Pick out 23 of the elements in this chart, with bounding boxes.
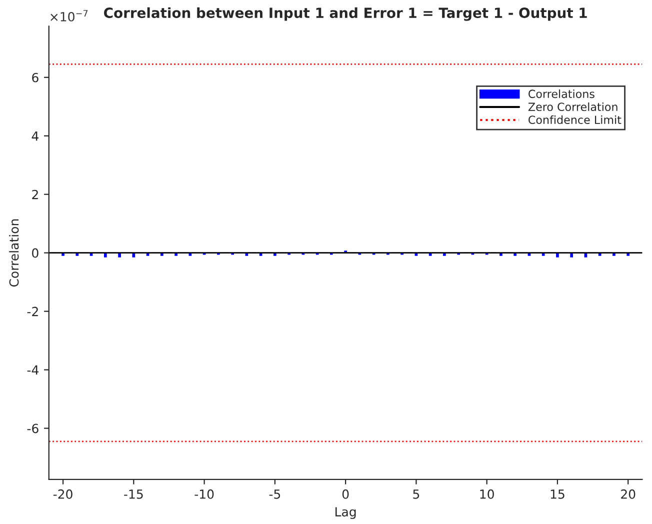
y-tick-label: -6 — [27, 424, 38, 434]
x-tick-label: 10 — [480, 489, 494, 499]
text: ×10$^{−7}$ — [50, 10, 88, 22]
chart-title: Correlation between Input 1 and Error 1 = Target 1 - Output 1 — [104, 7, 587, 21]
y-tick-label: -2 — [27, 306, 38, 316]
y-tick-label: -4 — [27, 365, 38, 375]
x-tick-label: -5 — [269, 490, 280, 499]
legend-label: Confidence Limit — [528, 115, 622, 124]
y-tick-label: 4 — [32, 131, 38, 141]
y-tick-label: 2 — [32, 190, 38, 200]
y-axis-title: Correlation — [9, 219, 19, 287]
x-tick-label: 0 — [342, 489, 349, 499]
x-tick-label: -15 — [124, 490, 143, 499]
x-tick-label: 5 — [413, 490, 420, 499]
legend-label: Correlations — [528, 89, 594, 98]
x-tick-label: -20 — [53, 489, 72, 499]
x-tick-label: 20 — [621, 489, 636, 499]
x-tick-label: 15 — [550, 490, 564, 499]
legend-label: Zero Correlation — [528, 102, 618, 112]
x-axis-title: Lag — [336, 507, 356, 519]
y-tick-label: 0 — [32, 248, 38, 258]
x-tick-label: -10 — [194, 489, 214, 499]
y-tick-label: 6 — [32, 72, 38, 82]
